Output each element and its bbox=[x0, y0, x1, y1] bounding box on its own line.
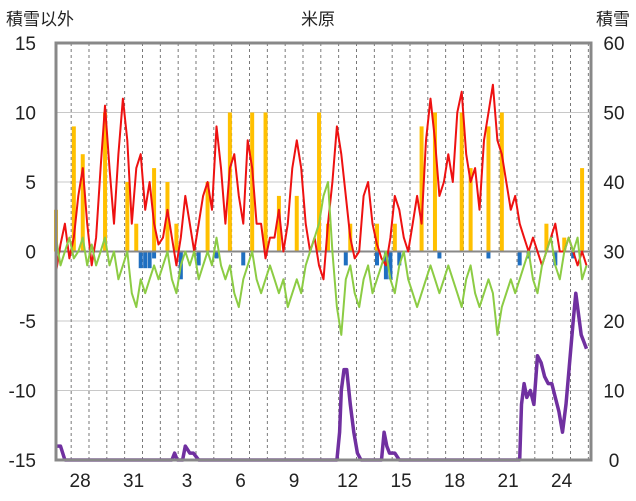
left-tick-label: 0 bbox=[25, 243, 36, 264]
bar bbox=[103, 112, 108, 252]
chart-title: 米原 bbox=[301, 10, 335, 30]
bar bbox=[419, 126, 424, 252]
bar bbox=[375, 223, 379, 252]
series-line bbox=[55, 181, 588, 336]
bar bbox=[152, 251, 157, 259]
bar bbox=[468, 168, 473, 252]
bar bbox=[152, 168, 157, 252]
bar bbox=[276, 195, 281, 252]
bar bbox=[392, 223, 397, 252]
right-tick-labels: 60 50 40 30 20 10 0 bbox=[603, 34, 624, 472]
bar bbox=[227, 112, 232, 252]
line-series bbox=[55, 83, 589, 462]
bar bbox=[71, 126, 76, 252]
bar bbox=[205, 182, 210, 252]
series-line bbox=[55, 83, 588, 281]
x-tick-labels: 28 31 3 6 9 12 15 18 21 24 bbox=[70, 471, 573, 492]
bar bbox=[294, 195, 299, 252]
series-line bbox=[56, 291, 589, 462]
x-tick-label: 9 bbox=[289, 471, 300, 492]
right-tick-label: 20 bbox=[603, 312, 624, 333]
left-tick-label: -5 bbox=[19, 312, 36, 333]
bar bbox=[263, 112, 268, 252]
right-tick-label: 30 bbox=[603, 243, 624, 264]
right-axis-label: 積雪 bbox=[596, 10, 630, 30]
bar bbox=[388, 251, 393, 280]
bar bbox=[317, 112, 322, 252]
bar bbox=[375, 251, 379, 266]
x-tick-label: 18 bbox=[444, 471, 465, 492]
bar bbox=[143, 251, 148, 269]
bar bbox=[580, 168, 585, 252]
bar bbox=[147, 251, 152, 269]
x-tick-label: 21 bbox=[498, 471, 519, 492]
bar bbox=[343, 251, 348, 266]
bar bbox=[196, 251, 201, 266]
bar bbox=[437, 251, 442, 259]
left-tick-label: -10 bbox=[9, 382, 36, 403]
right-tick-label: 50 bbox=[603, 104, 624, 125]
x-tick-label: 6 bbox=[235, 471, 246, 492]
bar bbox=[459, 112, 464, 252]
bar bbox=[138, 251, 143, 269]
left-tick-label: 15 bbox=[15, 34, 36, 55]
bar bbox=[250, 112, 255, 252]
left-tick-label: 10 bbox=[15, 104, 36, 125]
bar bbox=[214, 251, 219, 259]
bar bbox=[553, 251, 558, 266]
bar bbox=[499, 112, 504, 252]
right-tick-label: 0 bbox=[609, 451, 620, 472]
plot-frame bbox=[54, 41, 593, 462]
bar bbox=[134, 223, 139, 252]
x-tick-label: 31 bbox=[123, 471, 144, 492]
bar bbox=[486, 126, 491, 252]
left-tick-labels: 15 10 5 0 -5 -10 -15 bbox=[9, 34, 36, 472]
left-tick-label: -15 bbox=[9, 451, 36, 472]
right-tick-label: 10 bbox=[603, 382, 624, 403]
x-tick-label: 3 bbox=[182, 471, 193, 492]
x-tick-label: 28 bbox=[70, 471, 91, 492]
bar bbox=[397, 251, 402, 266]
right-tick-label: 60 bbox=[603, 34, 624, 55]
bar bbox=[432, 112, 437, 252]
bar bbox=[517, 251, 522, 266]
x-tick-label: 24 bbox=[551, 471, 573, 492]
bar bbox=[241, 251, 246, 266]
left-tick-label: 5 bbox=[25, 173, 36, 194]
bar bbox=[165, 182, 170, 252]
right-tick-label: 40 bbox=[603, 173, 624, 194]
bar bbox=[174, 223, 179, 252]
bar bbox=[125, 182, 130, 252]
bar-series bbox=[54, 112, 585, 280]
bar bbox=[544, 223, 549, 252]
bar bbox=[325, 223, 330, 252]
bar bbox=[571, 251, 576, 259]
x-tick-label: 12 bbox=[337, 471, 358, 492]
bar bbox=[562, 237, 567, 252]
bar bbox=[486, 251, 491, 259]
x-tick-label: 15 bbox=[391, 471, 412, 492]
left-axis-label: 積雪以外 bbox=[6, 10, 74, 30]
bar bbox=[80, 154, 85, 252]
